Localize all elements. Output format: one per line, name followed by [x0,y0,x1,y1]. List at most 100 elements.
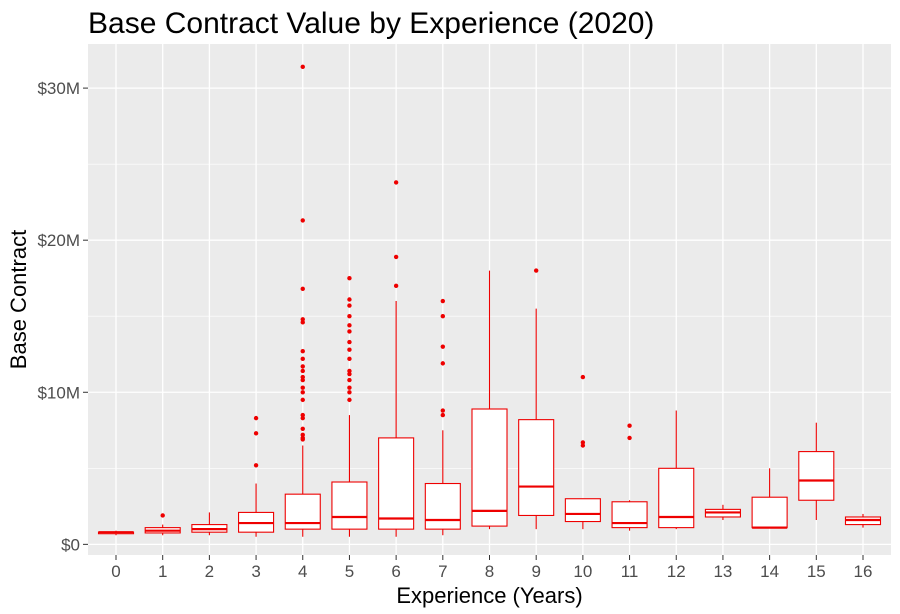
outlier-point [253,463,259,468]
outlier-point [300,64,305,70]
outlier-point [627,435,632,441]
outlier-point [300,317,305,322]
outlier-point [347,356,352,362]
iqr-box [471,408,508,527]
outlier-point [440,298,446,304]
outlier-point [253,431,259,436]
outlier-point [393,283,399,289]
x-tick-label: 12 [667,562,686,581]
x-tick-label: 8 [485,562,494,581]
outlier-point [627,423,632,428]
x-tick-label: 15 [807,562,826,581]
outlier-point [300,415,305,421]
y-axis: $0 $10M $20M $30M [37,79,88,554]
outlier-point [347,368,352,374]
outlier-point [347,377,352,383]
box-12 [658,410,695,530]
outlier-point [440,408,446,413]
box-11 [611,423,648,531]
x-tick-label: 9 [531,562,540,581]
outlier-point [300,374,305,380]
y-tick-label: $30M [37,79,80,98]
outlier-point [347,397,352,403]
chart-title: Base Contract Value by Experience (2020) [88,7,654,40]
outlier-point [300,368,305,374]
outlier-point [347,323,352,328]
x-tick-label: 14 [760,562,779,581]
iqr-box [564,498,601,523]
iqr-box [658,467,695,529]
x-tick-label: 10 [573,562,592,581]
outlier-point [347,371,352,377]
outlier-point [347,297,352,302]
outlier-point [393,180,399,185]
box-5 [331,276,368,537]
outlier-point [300,385,305,390]
outlier-point [347,347,352,352]
x-tick-label: 11 [621,562,639,581]
outlier-point [300,377,305,383]
box-0 [97,530,135,536]
x-tick-label: 2 [205,562,214,581]
x-tick-label: 4 [298,562,307,581]
outlier-point [160,513,165,518]
outlier-point [300,412,305,418]
outlier-point [300,432,305,438]
y-tick-label: $20M [37,231,80,250]
outlier-point [580,443,586,448]
x-tick-label: 13 [713,562,732,581]
iqr-box [331,481,368,530]
x-tick-label: 3 [251,562,260,581]
outlier-point [347,339,352,345]
box-10 [564,374,601,530]
outlier-point [580,440,586,445]
y-axis-title: Base Contract [6,230,31,369]
box-1 [144,513,181,536]
x-tick-label: 7 [438,562,447,581]
box-16 [844,513,882,528]
outlier-point [440,361,446,366]
outlier-point [440,412,446,418]
box-9 [518,268,555,530]
x-tick-label: 6 [391,562,400,581]
iqr-box [424,482,461,530]
outlier-point [300,320,305,325]
x-axis-title: Experience (Years) [396,583,582,608]
outlier-point [300,426,305,431]
outlier-point [300,435,305,441]
box-15 [798,422,835,521]
x-tick-label: 1 [158,562,167,581]
outlier-point [347,329,352,334]
outlier-point [393,254,399,260]
x-tick-label: 0 [111,562,120,581]
y-tick-label: $0 [61,535,80,554]
outlier-point [347,276,352,281]
x-axis: 0 1 2 3 4 5 6 7 8 9 10 11 12 13 14 15 16 [111,555,872,581]
outlier-point [300,390,305,395]
outlier-point [580,374,586,380]
y-tick-label: $10M [37,383,80,402]
box-13 [704,504,741,521]
iqr-box [518,419,555,517]
iqr-box [798,451,835,501]
box-3 [238,415,275,537]
outlier-point [300,349,305,354]
outlier-point [347,390,352,395]
outlier-point [300,364,305,369]
box-8 [471,270,508,530]
box-6 [378,180,415,537]
outlier-point [300,397,305,403]
box-4 [284,64,321,537]
outlier-point [300,286,305,292]
box-layer [97,64,882,537]
box-14 [751,468,788,529]
outlier-point [440,314,446,319]
outlier-point [347,385,352,390]
outlier-point [347,314,352,319]
iqr-box [751,496,788,529]
iqr-box [378,437,415,530]
outlier-point [300,356,305,362]
box-2 [191,512,228,536]
outlier-point [533,268,539,273]
